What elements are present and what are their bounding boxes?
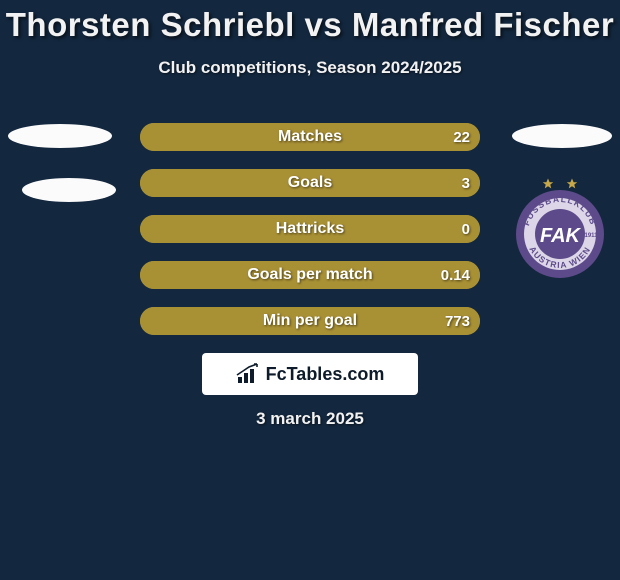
bar-value-right: 773 <box>445 307 470 335</box>
bar-value-right: 0 <box>462 215 470 243</box>
bar-label: Goals <box>140 169 480 197</box>
bar-label: Hattricks <box>140 215 480 243</box>
source-logo-text: FcTables.com <box>266 364 385 385</box>
left-player-placeholder-2 <box>22 178 116 202</box>
bar-value-right: 0.14 <box>441 261 470 289</box>
stat-bars: Matches22 Goals3 Hattricks0 Goals per match… <box>140 123 480 353</box>
subtitle: Club competitions, Season 2024/2025 <box>0 58 620 78</box>
page-title: Thorsten Schriebl vs Manfred Fischer <box>0 0 620 44</box>
left-player-placeholder-1 <box>8 124 112 148</box>
club-badge: FUSSBALLKLUB AUSTRIA WIEN 1911 FAK <box>508 178 612 282</box>
date-text: 3 march 2025 <box>0 409 620 429</box>
stat-bar-row: Matches22 <box>140 123 480 151</box>
source-logo: FcTables.com <box>202 353 418 395</box>
bar-value-right: 3 <box>462 169 470 197</box>
bars-icon <box>236 363 260 385</box>
bar-label: Min per goal <box>140 307 480 335</box>
stat-bar-row: Goals per match0.14 <box>140 261 480 289</box>
stat-bar-row: Hattricks0 <box>140 215 480 243</box>
bar-label: Goals per match <box>140 261 480 289</box>
bar-label: Matches <box>140 123 480 151</box>
right-player-placeholder <box>512 124 612 148</box>
comparison-infographic: Thorsten Schriebl vs Manfred Fischer Clu… <box>0 0 620 580</box>
svg-text:FAK: FAK <box>540 225 582 247</box>
stat-bar-row: Min per goal773 <box>140 307 480 335</box>
svg-text:1911: 1911 <box>584 233 598 239</box>
stat-bar-row: Goals3 <box>140 169 480 197</box>
bar-value-right: 22 <box>453 123 470 151</box>
